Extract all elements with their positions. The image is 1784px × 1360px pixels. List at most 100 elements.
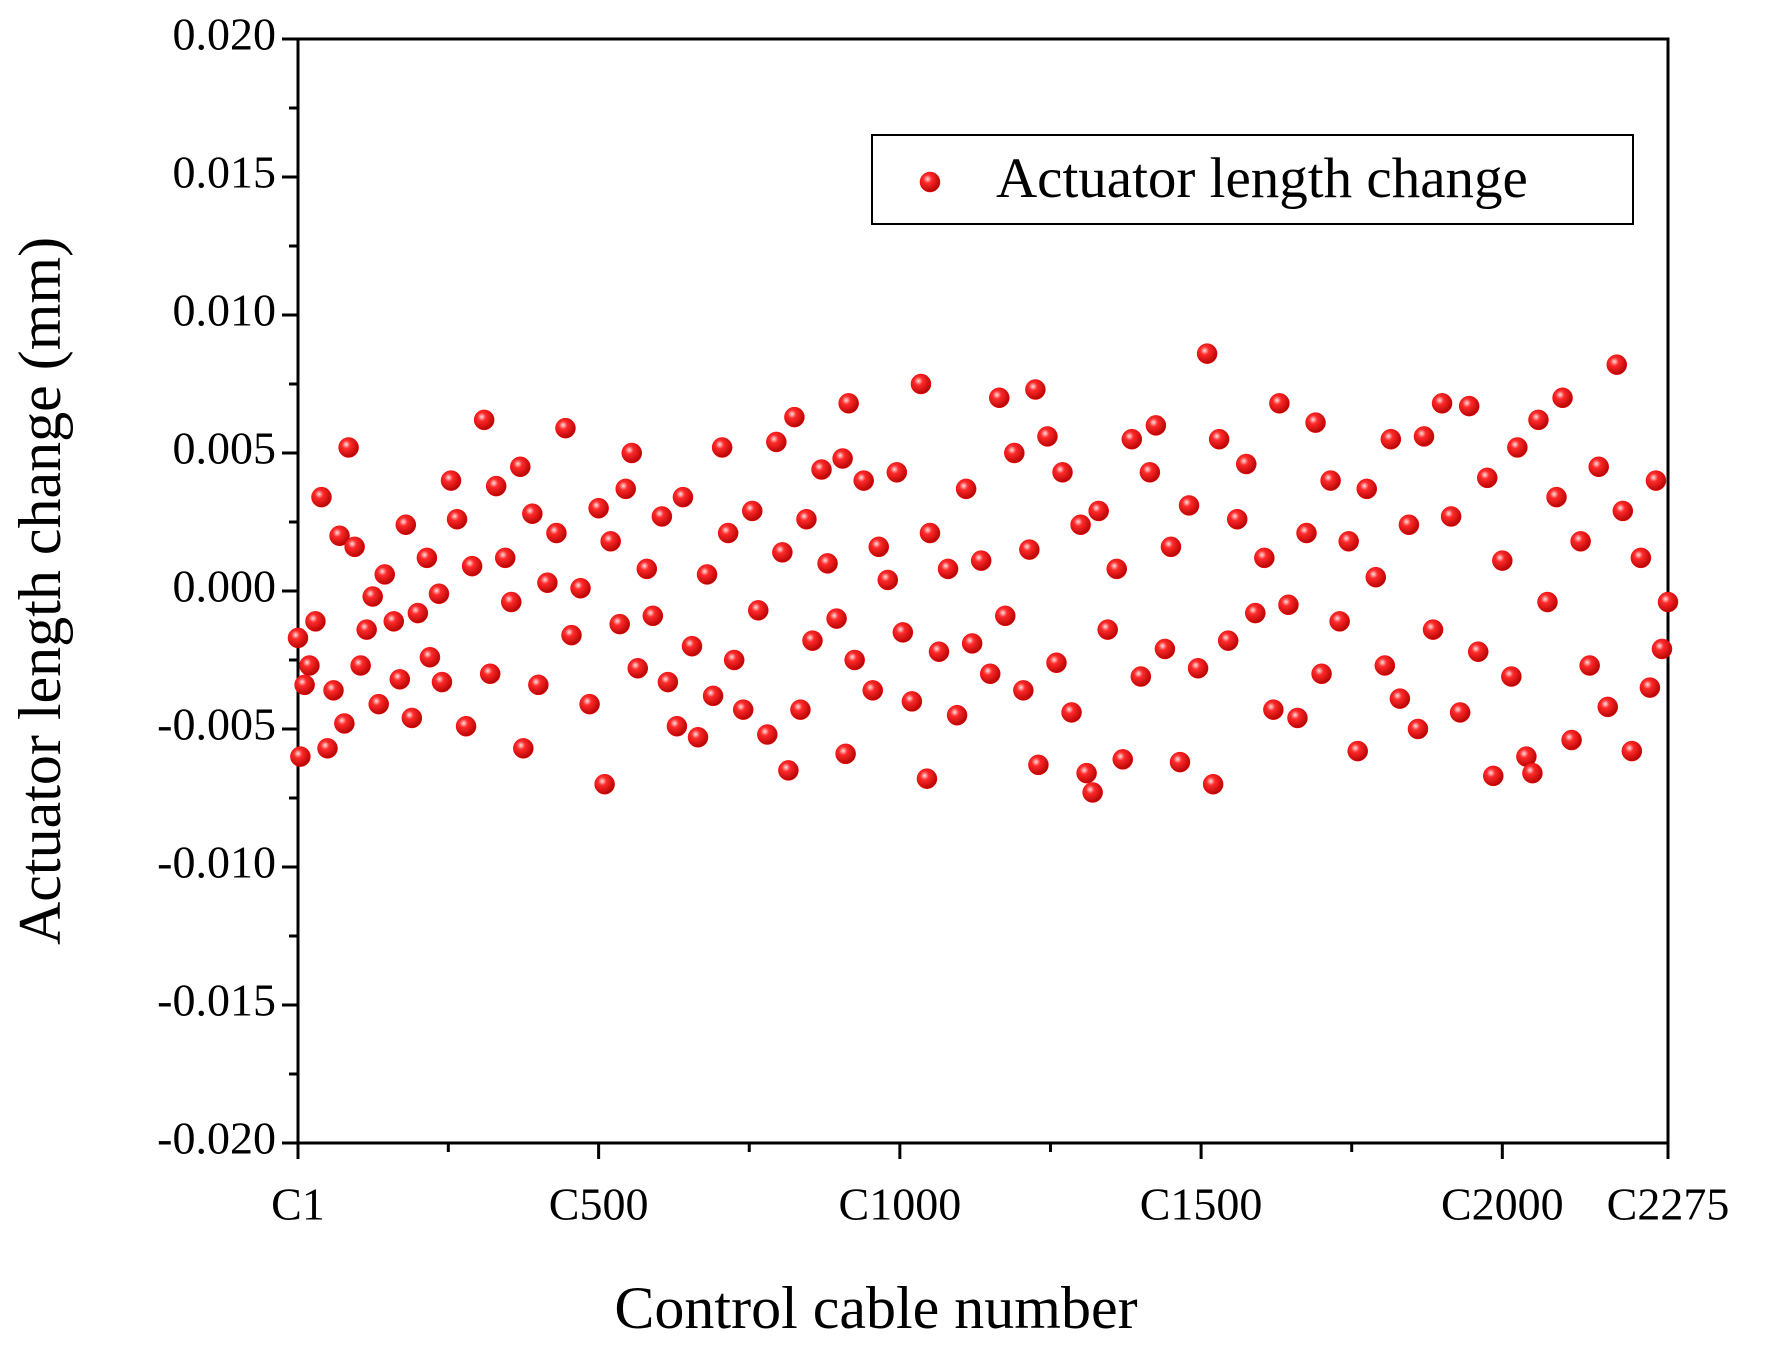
data-point <box>1106 558 1127 580</box>
data-point <box>790 699 811 720</box>
data-point <box>892 622 914 643</box>
data-point <box>811 459 832 480</box>
data-point <box>546 522 567 544</box>
data-point <box>732 699 754 720</box>
data-point <box>757 724 778 745</box>
data-point <box>1338 531 1359 552</box>
y-tick-label: 0.020 <box>173 9 277 60</box>
data-point <box>1347 740 1368 762</box>
data-point <box>937 558 959 580</box>
data-point <box>717 522 739 544</box>
data-point <box>687 727 709 748</box>
data-point <box>368 693 389 715</box>
data-point <box>594 773 615 795</box>
y-tick-label: 0.015 <box>173 147 277 198</box>
data-point <box>1121 428 1143 450</box>
data-point <box>832 448 853 469</box>
legend-marker <box>919 171 941 193</box>
data-point <box>826 608 847 629</box>
data-point <box>1537 591 1558 613</box>
data-point <box>772 542 793 563</box>
data-point <box>323 680 344 701</box>
data-point <box>1407 718 1429 740</box>
data-point <box>1112 749 1134 770</box>
data-point <box>609 613 630 635</box>
data-point <box>561 624 582 646</box>
data-point <box>1025 379 1046 400</box>
data-point <box>1507 437 1528 458</box>
data-point <box>294 674 315 696</box>
data-point <box>627 658 649 679</box>
data-point <box>528 674 549 696</box>
data-point <box>778 760 799 781</box>
data-point <box>1245 602 1266 624</box>
data-point <box>416 547 438 569</box>
data-point <box>1019 539 1040 560</box>
data-point <box>1196 343 1218 364</box>
data-point <box>1449 702 1471 723</box>
data-point <box>1320 470 1341 491</box>
data-point <box>615 478 636 500</box>
data-point <box>579 693 600 715</box>
data-point <box>455 715 477 737</box>
legend-box <box>871 134 1634 225</box>
data-point <box>1621 740 1643 762</box>
data-point <box>817 553 838 574</box>
data-point <box>473 409 495 431</box>
data-point <box>395 514 417 536</box>
data-point <box>317 738 338 759</box>
data-point <box>431 671 453 693</box>
data-point <box>407 602 429 624</box>
data-point <box>1552 387 1573 409</box>
data-point <box>461 555 483 577</box>
data-point <box>588 497 609 519</box>
data-point <box>1145 415 1167 436</box>
data-point <box>1431 393 1453 414</box>
data-point <box>570 577 591 599</box>
data-point <box>702 685 724 707</box>
data-point <box>1612 500 1634 522</box>
data-point <box>1422 619 1444 640</box>
data-point <box>446 508 468 530</box>
data-point <box>1130 666 1152 687</box>
data-point <box>537 572 558 593</box>
data-point <box>1440 506 1462 527</box>
data-point <box>1651 638 1673 660</box>
data-point <box>784 406 805 428</box>
data-point <box>838 393 859 414</box>
x-tick-label: C1000 <box>839 1179 962 1230</box>
data-point <box>748 600 769 621</box>
data-point <box>1296 522 1317 544</box>
y-axis-title: Actuator length change (mm) <box>7 237 73 945</box>
data-point <box>1160 536 1182 558</box>
data-point <box>1046 652 1067 674</box>
data-point <box>1269 393 1290 414</box>
data-point <box>419 646 441 668</box>
data-point <box>862 680 883 701</box>
data-point <box>1226 508 1248 530</box>
data-point <box>657 671 679 693</box>
data-point <box>338 437 359 458</box>
data-point <box>1458 395 1480 417</box>
data-point <box>1037 426 1058 447</box>
x-tick-label: C1 <box>271 1179 325 1230</box>
data-point <box>1169 751 1191 773</box>
y-tick-label: 0.000 <box>173 561 277 612</box>
y-tick-label: -0.010 <box>157 837 276 888</box>
data-point <box>696 564 718 585</box>
data-point <box>1028 754 1049 776</box>
y-tick-label: -0.015 <box>157 975 276 1026</box>
data-point <box>1013 680 1034 701</box>
data-point <box>1483 765 1504 787</box>
y-tick-label: 0.010 <box>173 285 277 336</box>
data-point <box>766 431 787 453</box>
y-tick-label: 0.005 <box>173 423 277 474</box>
x-tick-label: C2275 <box>1607 1179 1730 1230</box>
data-point <box>681 635 703 657</box>
data-point <box>510 456 531 478</box>
data-point <box>485 475 507 497</box>
data-point <box>1187 658 1209 679</box>
data-point <box>1088 500 1109 522</box>
data-point <box>1657 591 1679 613</box>
